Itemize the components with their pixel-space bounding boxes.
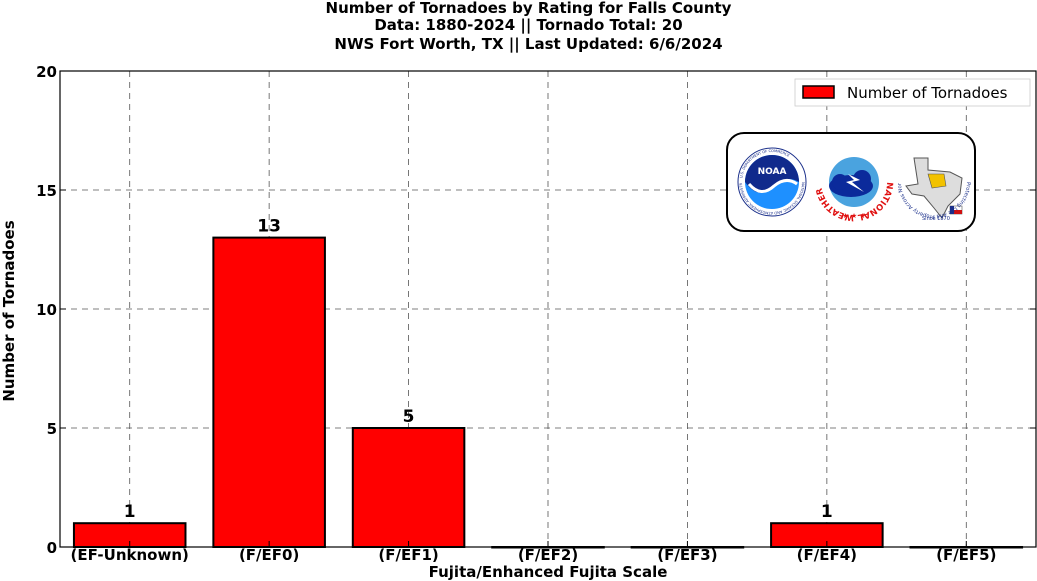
x-tick-label-4: (F/EF3) <box>657 546 717 564</box>
noaa-text: NOAA <box>758 167 787 177</box>
since-text: Since 1870 <box>922 216 950 222</box>
x-tick-label-2: (F/EF1) <box>378 546 438 564</box>
agency-logos: NOAA NATIONAL OCEANIC AND ATMOSPHERIC AD… <box>725 127 972 222</box>
nws-stars-icon: ★ ★ ★ <box>842 212 865 220</box>
bar-2 <box>351 427 466 548</box>
y-tick-label-1: 5 <box>47 420 57 438</box>
legend-swatch <box>802 85 835 99</box>
y-axis-label: Number of Tornadoes <box>0 220 18 401</box>
legend: Number of Tornadoes <box>794 78 1031 107</box>
y-tick-label-2: 10 <box>36 301 57 319</box>
x-tick-label-5: (F/EF4) <box>797 546 857 564</box>
noaa-logo: NOAA NATIONAL OCEANIC AND ATMOSPHERIC AD… <box>726 131 807 217</box>
x-tick-label-1: (F/EF0) <box>239 546 299 564</box>
logo-panel: NOAA NATIONAL OCEANIC AND ATMOSPHERIC AD… <box>725 127 976 232</box>
chart-title-line-3: NWS Fort Worth, TX || Last Updated: 6/6/… <box>334 35 723 53</box>
lightning-icon <box>846 174 864 192</box>
y-tick-label-0: 0 <box>47 539 57 557</box>
bar-1 <box>212 236 326 548</box>
chart-title-line-2: Data: 1880-2024 || Tornado Total: 20 <box>374 16 683 34</box>
data-label-5: 1 <box>821 502 833 522</box>
data-label-1: 13 <box>257 217 281 237</box>
legend-label: Number of Tornadoes <box>847 84 1008 102</box>
data-label-0: 1 <box>124 502 136 522</box>
data-label-2: 5 <box>403 407 415 427</box>
y-tick-label-3: 15 <box>36 182 57 200</box>
data-labels: 1 13 5 1 <box>124 217 833 523</box>
x-tick-label-3: (F/EF2) <box>518 546 578 564</box>
x-tick-label-0: (EF-Unknown) <box>71 546 189 564</box>
y-tick-label-4: 20 <box>36 63 57 81</box>
chart-title-line-1: Number of Tornadoes by Rating for Falls … <box>325 0 732 17</box>
cwa-region-icon <box>927 173 947 189</box>
x-axis-ticks: (EF-Unknown) (F/EF0) (F/EF1) (F/EF2) (F/EF3)… <box>71 541 996 564</box>
x-tick-label-6: (F/EF5) <box>936 546 996 564</box>
x-axis-label: Fujita/Enhanced Fujita Scale <box>429 563 668 581</box>
